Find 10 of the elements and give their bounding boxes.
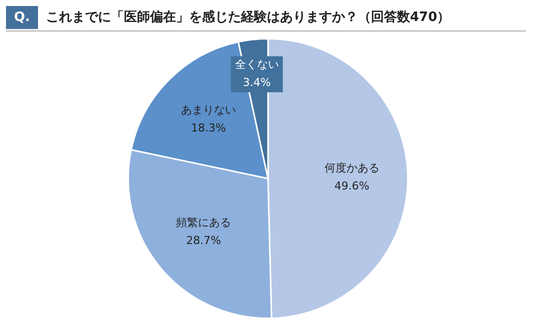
chart-title: これまでに「医師偏在」を感じた経験はありますか？（回答数470） — [46, 9, 450, 26]
data-label: 3.4% — [242, 76, 271, 90]
data-label: 18.3% — [191, 121, 226, 134]
text: Q. — [6, 6, 38, 28]
slice-label: あまりない — [181, 103, 236, 116]
data-label: 49.6% — [334, 179, 370, 192]
slice-label: 何度かある — [324, 161, 380, 174]
slice-label: 全くない — [234, 58, 279, 72]
slice-label: 頻繁にある — [176, 216, 232, 230]
data-label: 28.7% — [186, 234, 222, 248]
